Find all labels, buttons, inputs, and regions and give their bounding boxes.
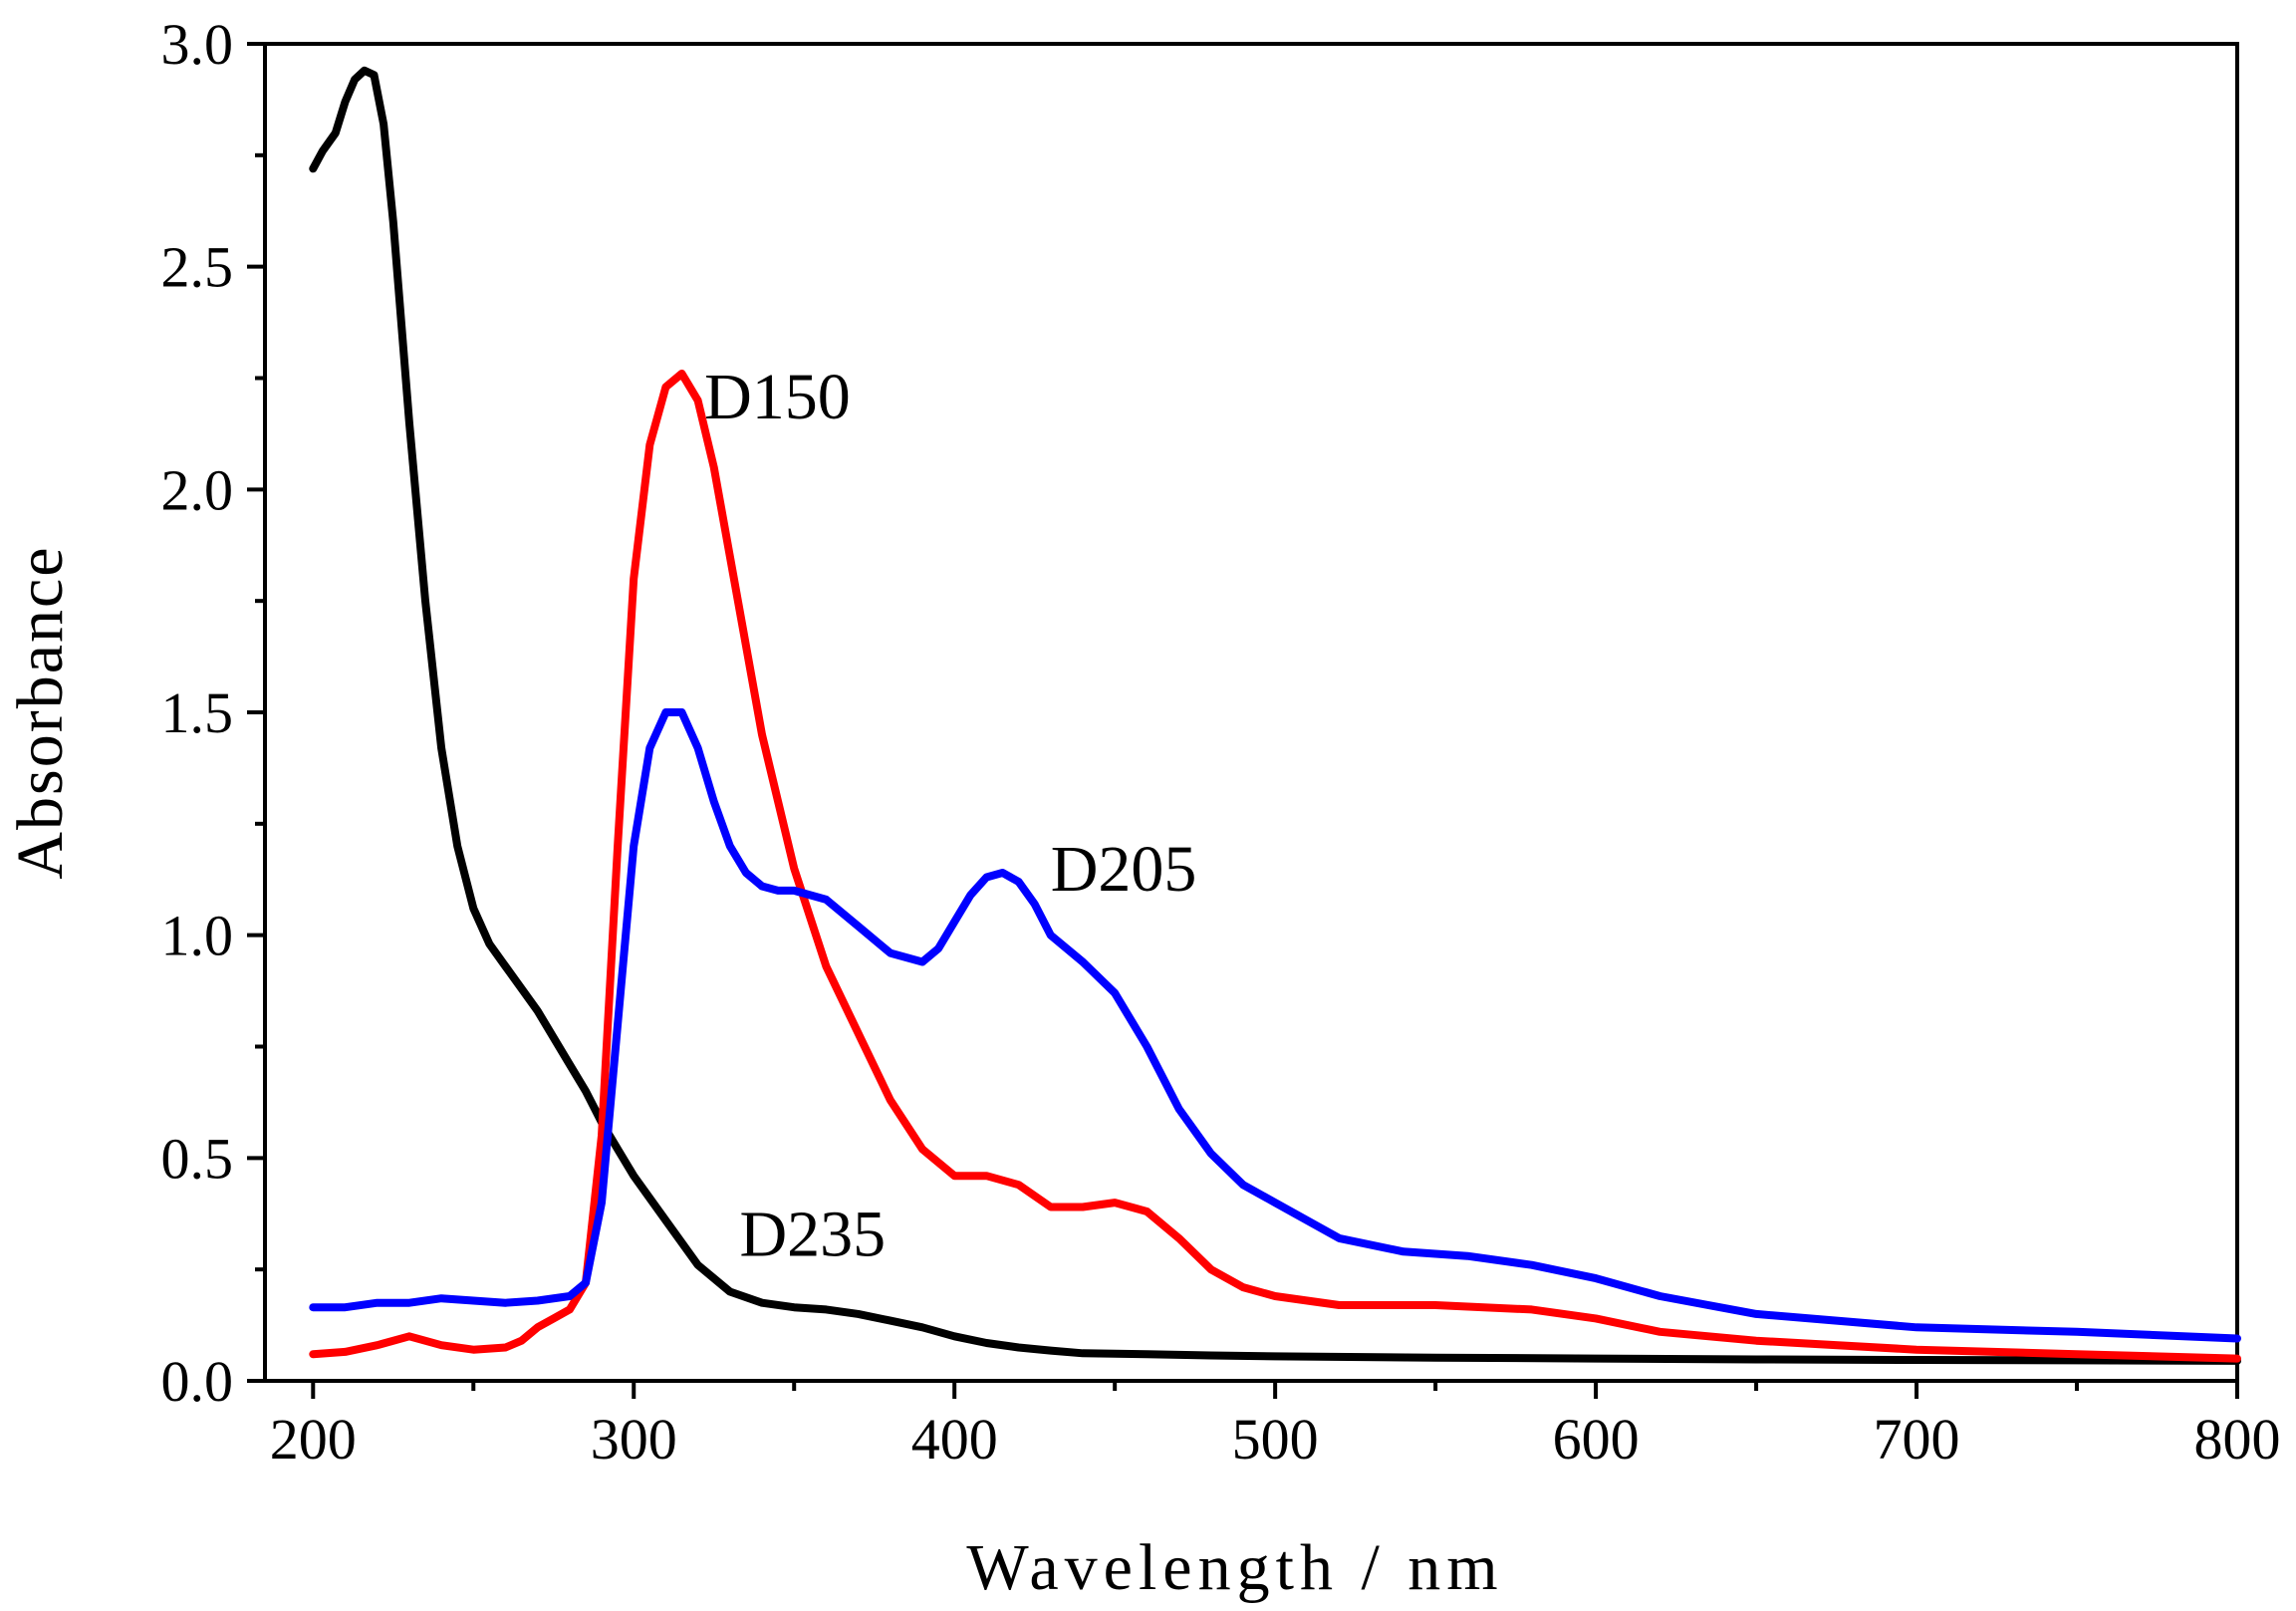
x-tick-label: 800 [2194,1407,2281,1472]
x-tick-label: 400 [911,1407,998,1472]
series-lines [309,66,2241,1365]
series-line-d235 [309,66,2241,1365]
x-tick-label: 200 [270,1407,357,1472]
y-tick-label: 0.5 [161,1126,234,1191]
series-labels: D235 D150 D205 [704,361,1196,1271]
y-tick-label: 3.0 [161,12,234,77]
series-line-d205 [309,708,2241,1343]
y-tick-label: 1.0 [161,904,234,968]
y-tick-label: 0.0 [161,1349,234,1414]
x-tick-label: 500 [1232,1407,1319,1472]
series-label-d235: D235 [739,1199,886,1271]
y-tick-label: 1.5 [161,680,234,745]
y-tick-label: 2.5 [161,235,234,300]
y-tick-labels: 0.0 0.5 1.0 1.5 2.0 2.5 3.0 [161,12,234,1414]
y-axis-title: Absorbance [4,545,77,879]
y-tick-label: 2.0 [161,457,234,522]
series-line-d150 [309,370,2241,1363]
x-tick-label: 700 [1874,1407,1960,1472]
plot-frame [263,42,2239,1383]
series-label-d205: D205 [1051,833,1197,906]
axis-ticks [247,42,2239,1399]
x-axis-title: Wavelength / nm [966,1531,1503,1604]
x-tick-label: 300 [591,1407,677,1472]
series-label-d150: D150 [704,361,851,433]
x-tick-label: 600 [1553,1407,1640,1472]
x-tick-labels: 200 300 400 500 600 700 800 [270,1407,2281,1472]
